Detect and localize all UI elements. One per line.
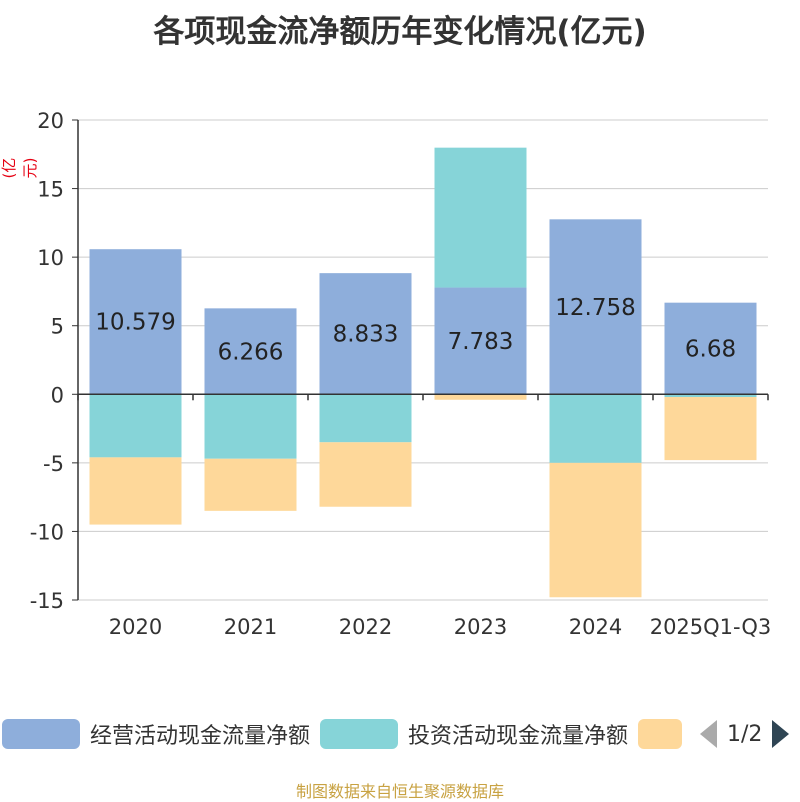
data-label-2025Q1-Q3: 6.68 xyxy=(685,336,736,362)
bar-series1-2024 xyxy=(549,394,642,463)
bar-series0-2021 xyxy=(204,308,297,395)
y-tick-label: -15 xyxy=(30,589,64,613)
x-tick-label: 2020 xyxy=(109,615,162,639)
bar-series0-2025Q1-Q3 xyxy=(664,302,757,395)
data-source-note: 制图数据来自恒生聚源数据库 xyxy=(295,782,504,801)
bar-series2-2024 xyxy=(549,462,642,598)
chart-title: 各项现金流净额历年变化情况(亿元) xyxy=(153,14,647,50)
legend-swatch-financing xyxy=(638,719,682,749)
bar-series0-2020 xyxy=(89,249,182,395)
y-tick-label: 15 xyxy=(37,178,64,202)
bar-series2-2022 xyxy=(319,442,412,507)
bar-series2-2020 xyxy=(89,457,182,525)
bar-series1-2023 xyxy=(434,147,527,288)
y-tick-label: 10 xyxy=(37,246,64,270)
legend-swatch-investing xyxy=(320,719,398,749)
next-page-icon[interactable] xyxy=(772,720,790,748)
legend-page-indicator: 1/2 xyxy=(727,721,763,747)
bar-series0-2022 xyxy=(319,273,412,395)
x-tick-label: 2023 xyxy=(454,615,507,639)
bar-series1-2022 xyxy=(319,394,412,443)
x-tick-label: 2021 xyxy=(224,615,277,639)
legend: 经营活动现金流量净额 投资活动现金流量净额 xyxy=(0,716,800,756)
data-label-2024: 12.758 xyxy=(555,295,635,321)
data-label-2022: 8.833 xyxy=(333,322,399,348)
legend-swatch-operating xyxy=(2,719,80,749)
bar-series1-2020 xyxy=(89,394,182,458)
chart: 20 15 10 5 0 -5 -10 -15 10.579 6.266 8.833 7.783 12.… xyxy=(30,109,772,639)
y-tick-label: 20 xyxy=(37,109,64,133)
legend-label-operating: 经营活动现金流量净额 xyxy=(90,724,311,749)
y-tick-label: 5 xyxy=(51,315,64,339)
x-tick-label: 2022 xyxy=(339,615,392,639)
x-tick-label: 2024 xyxy=(569,615,622,639)
bar-series2-2021 xyxy=(204,458,297,511)
x-tick-label: 2025Q1-Q3 xyxy=(650,615,772,639)
legend-label-investing: 投资活动现金流量净额 xyxy=(408,724,629,749)
bar-series1-2025Q1-Q3 xyxy=(664,394,757,398)
legend-item-investing[interactable]: 投资活动现金流量净额 xyxy=(320,716,628,752)
data-label-2021: 6.266 xyxy=(218,339,284,365)
bar-series0-2023 xyxy=(434,287,527,395)
data-label-2020: 10.579 xyxy=(95,310,175,336)
bar-series1-2021 xyxy=(204,394,297,459)
bar-series2-2025Q1-Q3 xyxy=(664,397,757,461)
legend-item-financing[interactable] xyxy=(638,716,692,752)
y-tick-label: 0 xyxy=(51,383,64,407)
bar-series0-2024 xyxy=(549,219,642,395)
data-label-2023: 7.783 xyxy=(448,329,514,355)
y-tick-label: -10 xyxy=(30,520,64,544)
legend-item-operating[interactable]: 经营活动现金流量净额 xyxy=(2,716,310,752)
legend-pager: 1/2 xyxy=(700,716,790,752)
y-tick-label: -5 xyxy=(43,452,64,476)
bar-series2-2023 xyxy=(434,394,527,400)
prev-page-icon[interactable] xyxy=(700,720,717,748)
